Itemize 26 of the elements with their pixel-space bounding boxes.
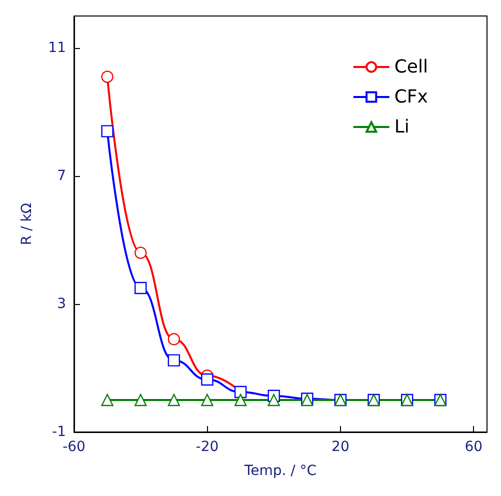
point [134,282,147,294]
x-tick-label: 60 [464,439,483,455]
x-tick-label: -60 [62,439,86,455]
point [101,394,114,406]
point [268,394,280,406]
y-tick-label: 11 [48,40,66,56]
point [201,394,214,406]
point [234,394,247,406]
point [101,125,114,138]
point [168,354,180,366]
y-axis-title: R / kΩ [19,202,35,246]
legend-label: CFx [394,86,428,108]
legend-label: Li [394,116,410,138]
point [168,394,180,406]
x-tick-label: -20 [196,439,219,455]
x-tick-label: 20 [332,439,350,455]
point [168,333,180,346]
point [134,246,147,259]
y-tick-label: -1 [52,424,66,440]
point [134,394,147,406]
point [101,70,114,83]
point [201,373,214,386]
x-axis-title: Temp. / °C [243,463,317,479]
y-tick-label: 7 [57,168,66,184]
y-tick-label: 3 [57,296,66,312]
legend-label: Cell [394,56,428,78]
